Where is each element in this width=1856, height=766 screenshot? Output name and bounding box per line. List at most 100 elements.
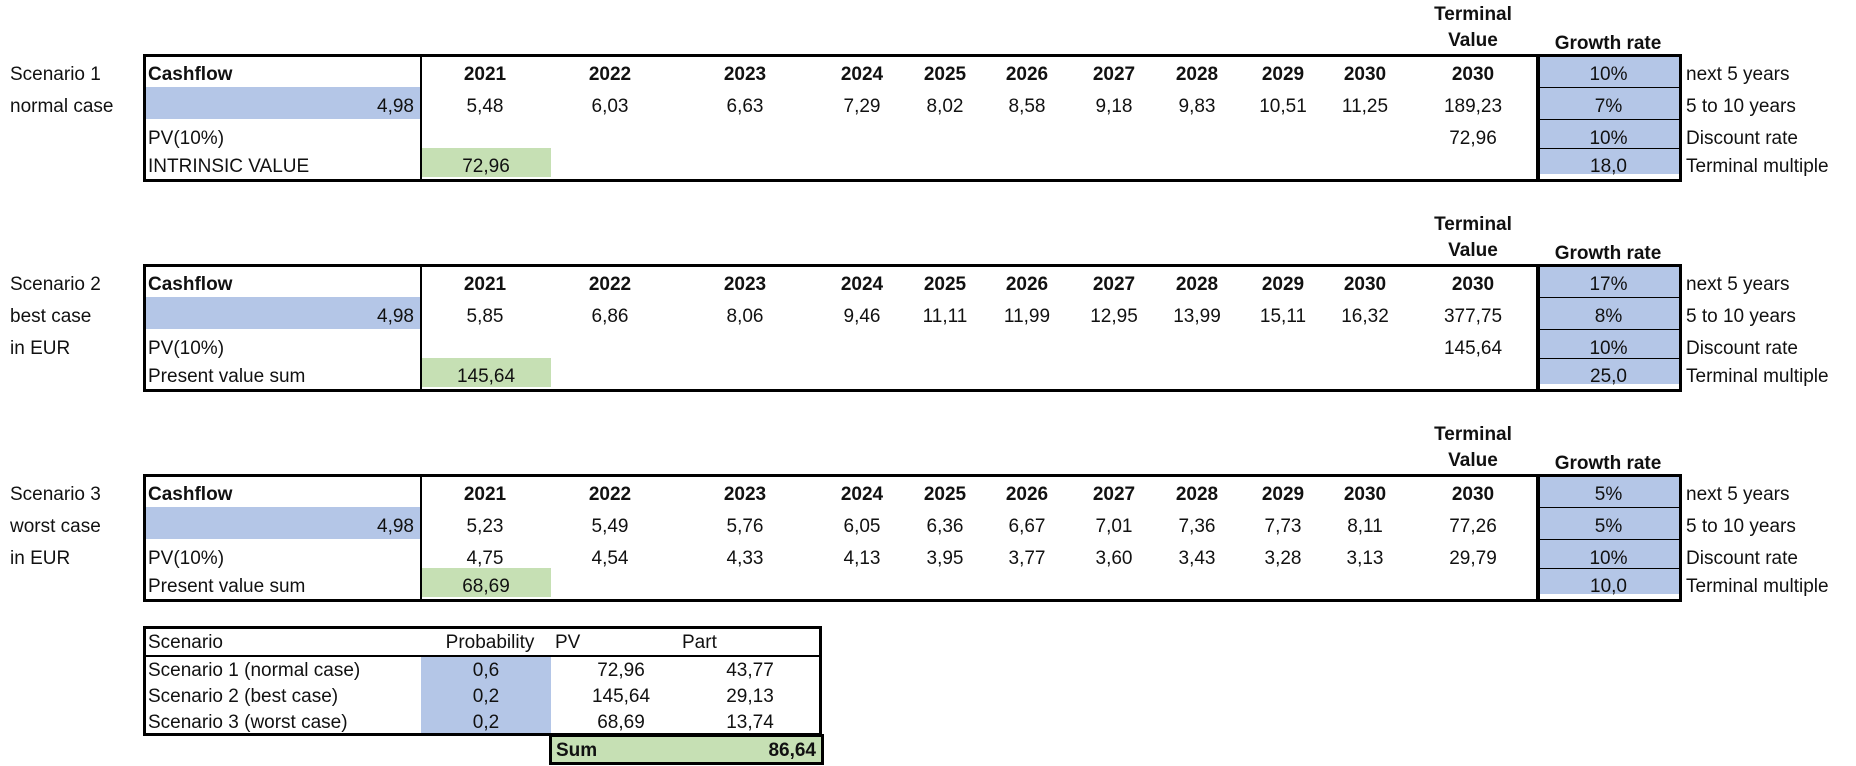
param-label: Discount rate xyxy=(1686,128,1798,149)
base-cashflow[interactable]: 4,98 xyxy=(377,96,414,117)
terminal-value-header: Terminal xyxy=(1434,424,1512,445)
cashflow-value: 9,18 xyxy=(1095,96,1133,117)
pv-value: 3,60 xyxy=(1095,548,1133,569)
summary-header: PV xyxy=(555,632,581,653)
scenario-subtitle: in EUR xyxy=(10,548,71,569)
sum-value: 145,64 xyxy=(456,366,516,387)
growth-param-cell[interactable] xyxy=(1537,267,1680,297)
cashflow-value: 13,99 xyxy=(1173,306,1221,327)
cashflow-value: 6,67 xyxy=(1008,516,1046,537)
growth-param-cell[interactable] xyxy=(1537,358,1680,384)
terminal-year-header: 2030 xyxy=(1451,64,1495,85)
cashflow-value: 8,02 xyxy=(926,96,964,117)
summary-header: Scenario xyxy=(148,632,223,653)
param-label: Discount rate xyxy=(1686,338,1798,359)
cashflow-value: 10,51 xyxy=(1259,96,1307,117)
column-divider xyxy=(420,264,422,392)
sum-label: Present value sum xyxy=(148,576,306,597)
pv-terminal-value: 29,79 xyxy=(1449,548,1497,569)
base-cashflow[interactable]: 4,98 xyxy=(377,306,414,327)
params-outline xyxy=(1537,54,1682,182)
summary-pv: 72,96 xyxy=(597,660,645,681)
summary-probability[interactable]: 0,2 xyxy=(472,686,500,707)
growth-rate-header: Growth rate xyxy=(1554,453,1662,474)
pv-value: 4,75 xyxy=(466,548,504,569)
year-header: 2026 xyxy=(1005,484,1049,505)
year-header: 2022 xyxy=(588,64,632,85)
cashflow-label: Cashflow xyxy=(148,484,233,505)
year-header: 2030 xyxy=(1343,484,1387,505)
growth-param-cell[interactable] xyxy=(1537,119,1680,148)
params-row-rule xyxy=(1537,87,1680,88)
year-header: 2023 xyxy=(723,484,767,505)
cashflow-value: 5,85 xyxy=(466,306,504,327)
param-label: 5 to 10 years xyxy=(1686,516,1796,537)
summary-scenario: Scenario 2 (best case) xyxy=(148,686,339,707)
base-cashflow-cell[interactable] xyxy=(146,297,421,329)
param-label: next 5 years xyxy=(1686,64,1790,85)
growth-param-cell[interactable] xyxy=(1537,507,1680,539)
year-header: 2026 xyxy=(1005,64,1049,85)
growth-param-cell[interactable] xyxy=(1537,87,1680,119)
param-value[interactable]: 10% xyxy=(1589,128,1628,149)
base-cashflow-cell[interactable] xyxy=(146,87,421,119)
param-label: next 5 years xyxy=(1686,274,1790,295)
year-header: 2024 xyxy=(840,274,884,295)
scenario-subtitle: worst case xyxy=(10,516,101,537)
params-row-rule xyxy=(1537,568,1680,569)
growth-param-cell[interactable] xyxy=(1537,329,1680,358)
year-header: 2027 xyxy=(1092,64,1136,85)
growth-param-cell[interactable] xyxy=(1537,568,1680,594)
growth-param-cell[interactable] xyxy=(1537,148,1680,174)
terminal-value-header: Terminal xyxy=(1434,214,1512,235)
summary-probability[interactable]: 0,6 xyxy=(472,660,500,681)
year-header: 2025 xyxy=(923,484,967,505)
terminal-value: 377,75 xyxy=(1443,306,1503,327)
base-cashflow[interactable]: 4,98 xyxy=(377,516,414,537)
cashflow-value: 12,95 xyxy=(1090,306,1138,327)
cashflow-value: 7,73 xyxy=(1264,516,1302,537)
param-value[interactable]: 5% xyxy=(1594,484,1623,505)
pv-terminal-value: 72,96 xyxy=(1449,128,1497,149)
param-value[interactable]: 17% xyxy=(1589,274,1628,295)
sum-value: 72,96 xyxy=(462,156,510,177)
base-cashflow-cell[interactable] xyxy=(146,507,421,539)
pv-value: 4,33 xyxy=(726,548,764,569)
intrinsic-value-cell xyxy=(421,568,551,597)
param-value[interactable]: 7% xyxy=(1594,96,1623,117)
scenario-label: Scenario 3 xyxy=(10,484,101,505)
terminal-value: 77,26 xyxy=(1449,516,1497,537)
year-header: 2021 xyxy=(463,64,507,85)
growth-rate-header: Growth rate xyxy=(1554,243,1662,264)
param-value[interactable]: 10% xyxy=(1589,338,1628,359)
year-header: 2024 xyxy=(840,64,884,85)
param-value[interactable]: 18,0 xyxy=(1590,156,1627,177)
param-value[interactable]: 10% xyxy=(1589,548,1628,569)
param-value[interactable]: 5% xyxy=(1594,516,1623,537)
growth-rate-header: Growth rate xyxy=(1554,33,1662,54)
summary-header-rule xyxy=(143,655,822,657)
cashflow-value: 8,11 xyxy=(1347,516,1383,537)
pv-label: PV(10%) xyxy=(148,548,225,569)
param-label: 5 to 10 years xyxy=(1686,306,1796,327)
growth-param-cell[interactable] xyxy=(1537,57,1680,87)
param-label: next 5 years xyxy=(1686,484,1790,505)
year-header: 2023 xyxy=(723,64,767,85)
param-value[interactable]: 25,0 xyxy=(1590,366,1627,387)
params-row-rule xyxy=(1537,539,1680,540)
param-value[interactable]: 10,0 xyxy=(1590,576,1627,597)
param-value[interactable]: 8% xyxy=(1594,306,1623,327)
param-value[interactable]: 10% xyxy=(1589,64,1628,85)
pv-value: 3,95 xyxy=(926,548,964,569)
growth-param-cell[interactable] xyxy=(1537,477,1680,507)
terminal-value-header: Value xyxy=(1448,30,1498,51)
cashflow-value: 6,86 xyxy=(591,306,629,327)
summary-probability[interactable]: 0,2 xyxy=(472,712,500,733)
probability-cell[interactable] xyxy=(421,655,551,733)
cashflow-value: 6,36 xyxy=(926,516,964,537)
sum-label: Present value sum xyxy=(148,366,306,387)
growth-param-cell[interactable] xyxy=(1537,297,1680,329)
year-header: 2023 xyxy=(723,274,767,295)
growth-param-cell[interactable] xyxy=(1537,539,1680,568)
